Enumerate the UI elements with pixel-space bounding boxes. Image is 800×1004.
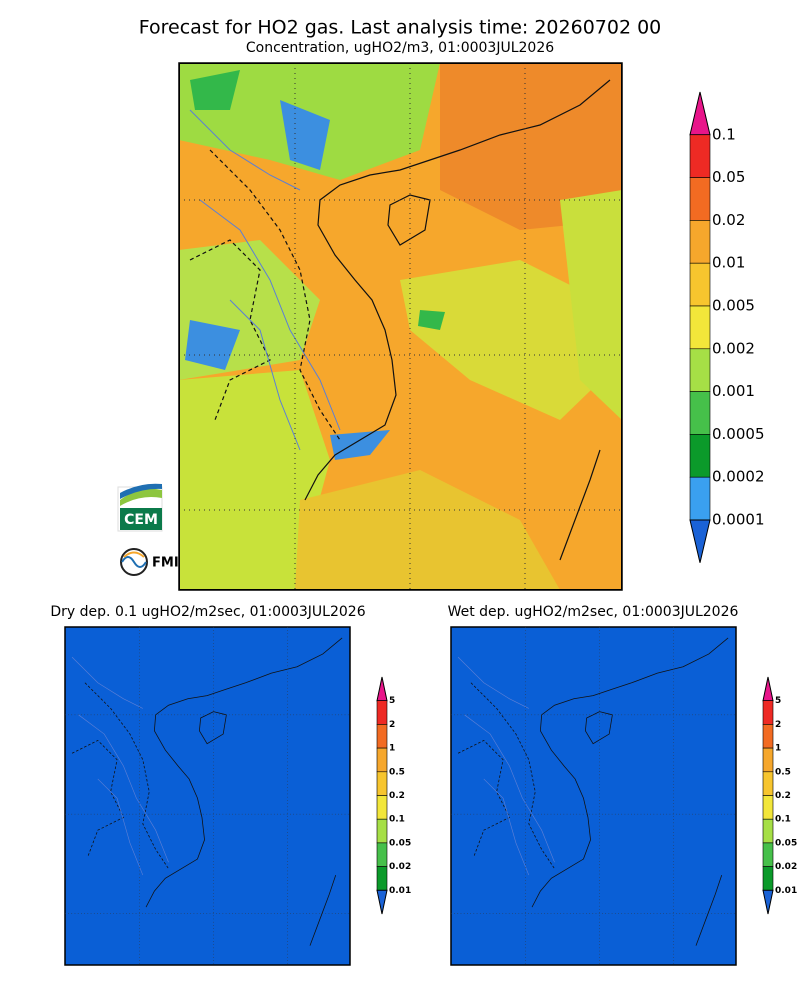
panel-title: Dry dep. 0.1 ugHO2/m2sec, 01:0003JUL2026 xyxy=(50,604,365,620)
colorbar-segment xyxy=(376,842,388,867)
colorbar-segment xyxy=(762,724,774,749)
colorbar-segment xyxy=(376,724,388,749)
colorbar-label: 0.1 xyxy=(389,815,405,825)
colorbar-label: 0.05 xyxy=(775,838,797,848)
panel-title: Wet dep. ugHO2/m2sec, 01:0003JUL2026 xyxy=(448,604,739,620)
colorbar-label: 0.0001 xyxy=(712,511,765,529)
colorbar-segment xyxy=(376,771,388,796)
colorbar-label: 0.02 xyxy=(712,211,745,229)
title: Forecast for HO2 gas. Last analysis time… xyxy=(139,17,662,39)
colorbar-segment xyxy=(376,795,388,820)
cem-logo: CEM xyxy=(117,483,163,532)
colorbar-label: 1 xyxy=(389,744,395,754)
colorbar-cap xyxy=(689,91,711,136)
colorbar-label: 0.005 xyxy=(712,297,755,315)
colorbar-segment xyxy=(762,700,774,725)
colorbar-segment xyxy=(689,220,711,264)
colorbar-segment xyxy=(376,818,388,844)
colorbar-label: 0.0002 xyxy=(712,468,765,486)
fmi-text: FMI xyxy=(152,556,179,571)
colorbar-cap xyxy=(689,519,711,563)
colorbar-label: 0.01 xyxy=(389,886,411,896)
colorbar-label: 0.0005 xyxy=(712,425,765,443)
wet-dep-panel: Wet dep. ugHO2/m2sec, 01:0003JUL2026 xyxy=(448,604,739,966)
colorbar-segment xyxy=(689,476,711,521)
colorbar-cap xyxy=(762,889,774,915)
map-frame xyxy=(178,62,623,591)
colorbar-label: 2 xyxy=(775,720,781,730)
colorbar-segment xyxy=(762,818,774,844)
colorbar-segment xyxy=(689,134,711,178)
colorbar-segment xyxy=(762,795,774,820)
colorbar-label: 0.5 xyxy=(775,767,791,777)
colorbar-label: 0.2 xyxy=(389,791,405,801)
colorbar-cap xyxy=(376,889,388,915)
colorbar-segment xyxy=(376,747,388,773)
colorbar-segment xyxy=(762,747,774,773)
colorbar-segment xyxy=(376,700,388,725)
colorbar-segment xyxy=(689,305,711,350)
colorbar-label: 0.01 xyxy=(712,254,745,272)
dry-dep-panel: Dry dep. 0.1 ugHO2/m2sec, 01:0003JUL2026 xyxy=(50,604,366,966)
colorbar-segment xyxy=(762,842,774,867)
cem-text: CEM xyxy=(124,512,158,528)
colorbar-label: 0.1 xyxy=(775,815,791,825)
colorbar-segment xyxy=(689,177,711,221)
colorbar-segment xyxy=(689,262,711,307)
colorbar-label: 5 xyxy=(775,696,781,706)
colorbar-label: 0.05 xyxy=(389,838,411,848)
colorbar-segment xyxy=(689,434,711,478)
main-map xyxy=(179,63,622,590)
subtitle: Concentration, ugHO2/m3, 01:0003JUL2026 xyxy=(246,40,554,56)
colorbar-label: 5 xyxy=(389,696,395,706)
colorbar-label: 1 xyxy=(775,744,781,754)
colorbar-segment xyxy=(689,391,711,435)
fmi-logo: FMI xyxy=(120,548,179,576)
colorbar-label: 0.002 xyxy=(712,339,755,357)
colorbar-segment xyxy=(689,348,711,392)
colorbar-label: 2 xyxy=(389,720,395,730)
colorbar-label: 0.05 xyxy=(712,168,745,186)
colorbar-label: 0.2 xyxy=(775,791,791,801)
colorbar-segment xyxy=(762,771,774,796)
colorbar-label: 0.01 xyxy=(775,886,797,896)
colorbar-segment xyxy=(376,866,388,891)
colorbar-segment xyxy=(762,866,774,891)
colorbar-label: 0.02 xyxy=(389,862,411,872)
colorbar-label: 0.001 xyxy=(712,382,755,400)
colorbar-cap xyxy=(376,676,388,702)
colorbar-label: 0.5 xyxy=(389,767,405,777)
colorbar-cap xyxy=(762,676,774,702)
colorbar-label: 0.1 xyxy=(712,125,736,143)
colorbar-label: 0.02 xyxy=(775,862,797,872)
